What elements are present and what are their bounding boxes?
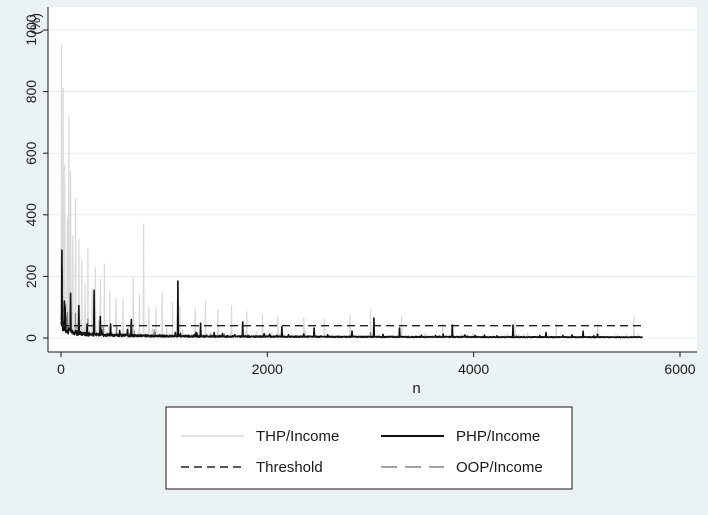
x-axis-title: n xyxy=(412,380,420,397)
axes: 0 200 400 600 800 1000 0 2000 4000 6000 xyxy=(23,7,697,377)
series-layer xyxy=(60,44,644,339)
legend-box xyxy=(165,406,573,490)
y-tick-label: 1000 xyxy=(23,14,39,45)
y-tick-label: 600 xyxy=(23,141,39,165)
legend-label-php: PHP/Income xyxy=(456,428,540,445)
legend: THP/Income PHP/Income Threshold OOP/Inco… xyxy=(165,406,573,490)
x-tick-label: 2000 xyxy=(252,361,283,377)
grid-lines xyxy=(48,29,697,339)
legend-label-thp: THP/Income xyxy=(256,428,339,445)
series-php-income xyxy=(60,249,644,339)
x-tick-label: 6000 xyxy=(664,361,695,377)
y-axis-title: (%) xyxy=(27,13,43,35)
y-tick-label: 800 xyxy=(23,80,39,104)
y-tick-label: 400 xyxy=(23,203,39,227)
x-tick-label: 0 xyxy=(57,361,65,377)
x-tick-label: 4000 xyxy=(458,361,489,377)
y-tick-label: 0 xyxy=(23,334,39,342)
legend-label-oop: OOP/Income xyxy=(456,459,543,476)
legend-label-threshold: Threshold xyxy=(256,459,323,476)
y-tick-label: 200 xyxy=(23,265,39,289)
plot-area xyxy=(48,7,697,352)
